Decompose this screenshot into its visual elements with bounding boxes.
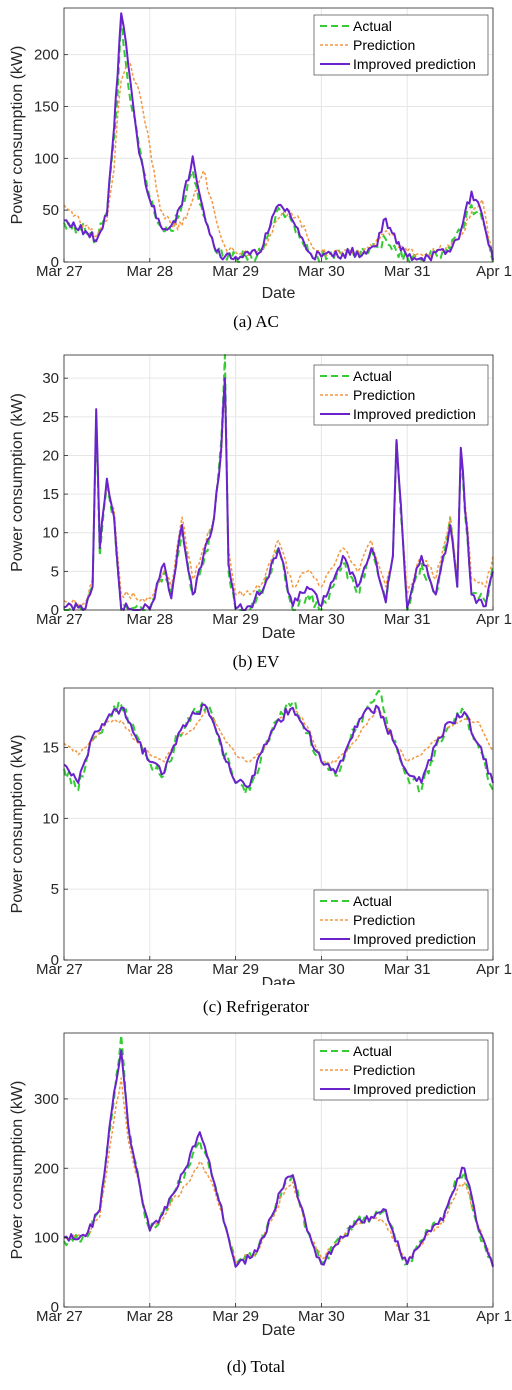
plot-frame <box>63 1032 494 1308</box>
chart-ac: Mar 27 Mar 28 Mar 29 Mar 30 Mar 31 Apr 1 0 50 10… <box>9 7 512 300</box>
chart-panel-ac: Mar 27 Mar 28 Mar 29 Mar 30 Mar 31 Apr 1 0 50 10… <box>0 0 512 340</box>
y-axis-label: Power consumption (kW) <box>9 46 26 225</box>
x-tick-label: Mar 30 <box>298 1308 345 1325</box>
y-tick-label: 10 <box>42 810 59 827</box>
y-axis-label: Power consumption (kW) <box>9 393 26 572</box>
y-tick-label: 0 <box>51 254 59 271</box>
legend-label-prediction: Prediction <box>353 1062 415 1078</box>
y-tick-label: 5 <box>51 881 59 898</box>
y-tick-label: 150 <box>34 98 59 115</box>
x-axis-label: Date <box>262 285 296 300</box>
chart-panel-ev: Mar 27 Mar 28 Mar 29 Mar 30 Mar 31 Apr 1 0 5 10 1… <box>0 340 512 680</box>
y-tick-label: 100 <box>34 150 59 167</box>
y-tick-label: 0 <box>51 1299 59 1316</box>
caption-ev: (b) EV <box>232 652 280 671</box>
x-tick-label: Mar 30 <box>298 611 345 628</box>
y-axis-label: Power consumption (kW) <box>9 735 26 914</box>
chart-refrigerator: Mar 27 Mar 28 Mar 29 Mar 30 Mar 31 Apr 1 0 5 10 1… <box>9 687 512 985</box>
x-tick-label: Mar 27 <box>36 263 83 280</box>
chart-panel-refrigerator: Mar 27 Mar 28 Mar 29 Mar 30 Mar 31 Apr 1 0 5 10 1… <box>0 680 512 1025</box>
legend: Actual Prediction Improved prediction <box>313 889 489 951</box>
y-tick-label: 0 <box>51 602 59 619</box>
legend-label-actual: Actual <box>353 1043 392 1059</box>
x-tick-label: Mar 27 <box>36 1308 83 1325</box>
series-line-prediction <box>63 1077 494 1265</box>
series-line-actual <box>63 17 494 263</box>
x-tick-label: Mar 31 <box>384 1308 431 1325</box>
legend: Actual Prediction Improved prediction <box>313 14 489 76</box>
x-tick-label: Mar 28 <box>126 611 173 628</box>
x-tick-label: Mar 29 <box>212 1308 259 1325</box>
legend: Actual Prediction Improved prediction <box>313 1039 489 1101</box>
legend-label-improved: Improved prediction <box>353 406 476 422</box>
y-tick-label: 200 <box>34 47 59 64</box>
x-tick-label: Mar 31 <box>384 961 431 978</box>
legend-label-improved: Improved prediction <box>353 56 476 72</box>
x-tick-label: Mar 30 <box>298 263 345 280</box>
series-line-improved <box>63 1049 494 1268</box>
x-tick-label: Mar 30 <box>298 961 345 978</box>
x-tick-label: Mar 28 <box>126 961 173 978</box>
legend-label-actual: Actual <box>353 18 392 34</box>
x-tick-label: Mar 31 <box>384 263 431 280</box>
x-tick-label: Apr 1 <box>476 961 512 978</box>
y-tick-label: 20 <box>42 447 59 464</box>
x-tick-label: Mar 27 <box>36 961 83 978</box>
x-tick-label: Apr 1 <box>476 611 512 628</box>
x-axis-label: Date <box>262 975 296 985</box>
plot-frame <box>63 7 494 263</box>
x-tick-label: Apr 1 <box>476 1308 512 1325</box>
y-tick-label: 200 <box>34 1160 59 1177</box>
plot-frame <box>63 354 494 611</box>
legend-label-prediction: Prediction <box>353 37 415 53</box>
y-tick-label: 100 <box>34 1230 59 1247</box>
caption-refrigerator: (c) Refrigerator <box>202 997 310 1016</box>
y-tick-label: 0 <box>51 952 59 969</box>
x-axis-label: Date <box>262 625 296 640</box>
x-tick-label: Apr 1 <box>476 263 512 280</box>
chart-total: Mar 27 Mar 28 Mar 29 Mar 30 Mar 31 Apr 1 0 100 2… <box>9 1032 512 1339</box>
y-tick-label: 50 <box>42 202 59 219</box>
x-tick-label: Mar 28 <box>126 263 173 280</box>
y-tick-label: 15 <box>42 740 59 757</box>
legend-label-improved: Improved prediction <box>353 1081 476 1097</box>
legend-label-actual: Actual <box>353 368 392 384</box>
x-tick-label: Mar 27 <box>36 611 83 628</box>
legend-label-prediction: Prediction <box>353 912 415 928</box>
legend-label-actual: Actual <box>353 893 392 909</box>
plot-frame <box>63 687 494 961</box>
chart-ev: Mar 27 Mar 28 Mar 29 Mar 30 Mar 31 Apr 1 0 5 10 1… <box>9 354 512 640</box>
series-line-actual <box>64 354 494 611</box>
y-tick-label: 25 <box>42 409 59 426</box>
series-line-improved <box>63 703 494 788</box>
y-tick-label: 30 <box>42 370 59 387</box>
y-tick-label: 15 <box>42 486 59 503</box>
caption-total: (d) Total <box>226 1357 286 1376</box>
y-axis-label: Power consumption (kW) <box>9 1081 26 1260</box>
y-tick-label: 300 <box>34 1091 59 1108</box>
chart-panel-total: Mar 27 Mar 28 Mar 29 Mar 30 Mar 31 Apr 1 0 100 2… <box>0 1025 512 1390</box>
legend: Actual Prediction Improved prediction <box>313 364 489 426</box>
series-line-improved <box>63 12 494 262</box>
x-tick-label: Mar 29 <box>212 611 259 628</box>
y-tick-label: 5 <box>51 563 59 580</box>
series-line-prediction <box>63 706 494 765</box>
x-tick-label: Mar 28 <box>126 1308 173 1325</box>
legend-label-improved: Improved prediction <box>353 931 476 947</box>
y-tick-label: 10 <box>42 525 59 542</box>
x-tick-label: Mar 29 <box>212 961 259 978</box>
x-tick-label: Mar 29 <box>212 263 259 280</box>
legend-label-prediction: Prediction <box>353 387 415 403</box>
caption-ac: (a) AC <box>233 312 279 331</box>
series-line-prediction <box>63 61 494 258</box>
x-tick-label: Mar 31 <box>384 611 431 628</box>
x-axis-label: Date <box>262 1322 296 1339</box>
